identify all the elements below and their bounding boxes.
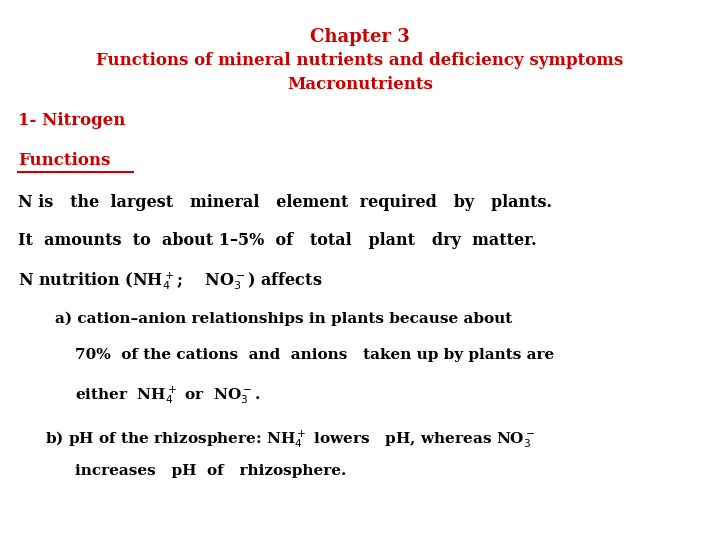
Text: Functions: Functions [18, 152, 110, 169]
Text: increases   pH  of   rhizosphere.: increases pH of rhizosphere. [75, 464, 346, 478]
Text: Functions of mineral nutrients and deficiency symptoms: Functions of mineral nutrients and defic… [96, 52, 624, 69]
Text: Macronutrients: Macronutrients [287, 76, 433, 93]
Text: N is   the  largest   mineral   element  required   by   plants.: N is the largest mineral element require… [18, 194, 552, 211]
Text: It  amounts  to  about 1–5%  of   total   plant   dry  matter.: It amounts to about 1–5% of total plant … [18, 232, 536, 249]
Text: a) cation–anion relationships in plants because about: a) cation–anion relationships in plants … [55, 312, 512, 326]
Text: 1- Nitrogen: 1- Nitrogen [18, 112, 125, 129]
Text: Chapter 3: Chapter 3 [310, 28, 410, 46]
Text: either  NH$_4^+$ or  NO$_3^-$.: either NH$_4^+$ or NO$_3^-$. [75, 384, 260, 406]
Text: b) pH of the rhizosphere: NH$_4^+$ lowers   pH, whereas NO$_3^-$: b) pH of the rhizosphere: NH$_4^+$ lower… [45, 428, 535, 450]
Text: 70%  of the cations  and  anions   taken up by plants are: 70% of the cations and anions taken up b… [75, 348, 554, 362]
Text: N nutrition (NH$_4^+$;    NO$_3^-$) affects: N nutrition (NH$_4^+$; NO$_3^-$) affects [18, 270, 323, 292]
